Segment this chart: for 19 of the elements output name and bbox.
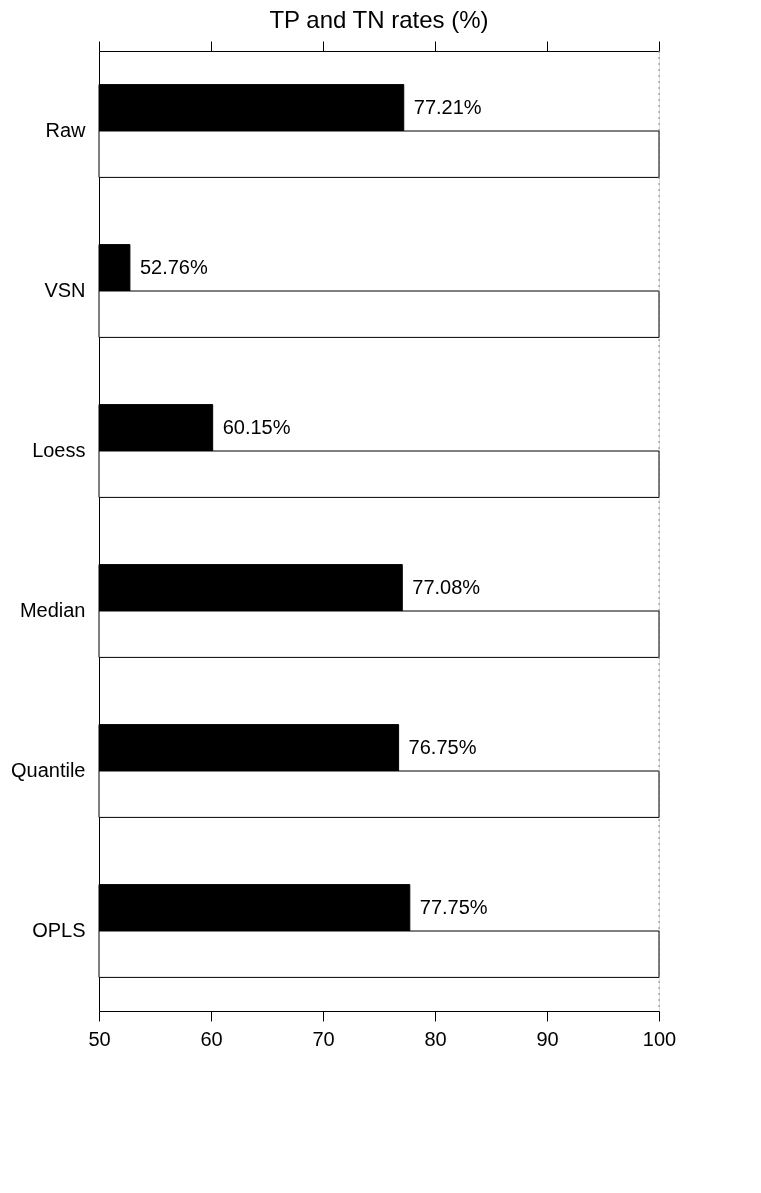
y-tick-label: Raw [45,119,87,141]
x-tick-label: 50 [88,1027,111,1050]
x-tick-label: 100 [642,1027,677,1050]
data-label: 60.15% [222,415,291,438]
x-tick-label: 70 [312,1027,335,1050]
y-tick-label: VSN [44,279,86,301]
data-label: 77.21% [413,95,482,118]
y-tick-label: Median [19,599,86,621]
data-label: 52.76% [139,255,208,278]
data-label: 77.75% [419,895,488,918]
x-tick-label: 60 [200,1027,223,1050]
data-label: 76.75% [408,735,477,758]
y-tick-label: Quantile [11,759,86,781]
x-tick-label: 90 [536,1027,559,1050]
chart-title: TP and TN rates (%) [269,5,489,33]
y-tick-label: Loess [32,439,86,461]
x-tick-label: 80 [424,1027,447,1050]
y-tick-label: OPLS [32,919,86,941]
data-label: 77.08% [412,575,481,598]
